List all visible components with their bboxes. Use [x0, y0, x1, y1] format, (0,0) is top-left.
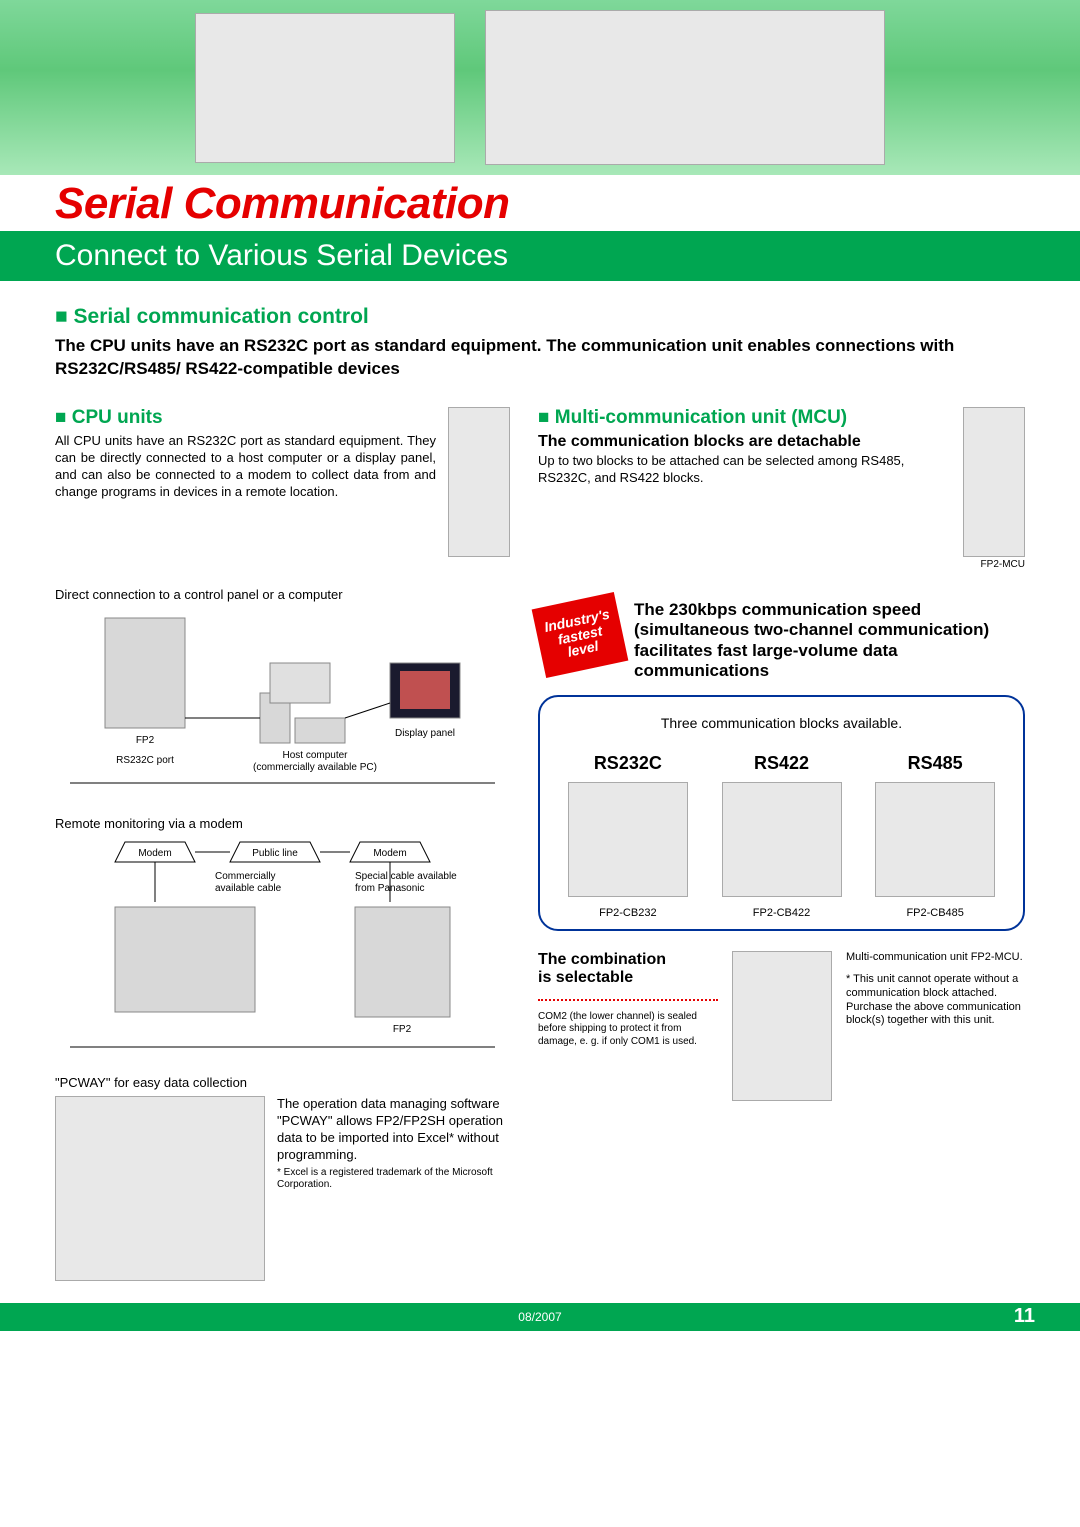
cpu-unit-image	[448, 407, 510, 557]
block-name: RS422	[708, 753, 856, 774]
diagram2-label: Remote monitoring via a modem	[55, 816, 510, 831]
svg-text:Public line: Public line	[252, 848, 298, 859]
block-image	[568, 782, 688, 897]
svg-text:Modem: Modem	[373, 848, 406, 859]
block-item: RS422 FP2-CB422	[708, 753, 856, 919]
hero-banner	[0, 0, 1080, 175]
diagram-direct-connection: FP2 RS232C port Host computer (commercia…	[55, 608, 510, 798]
combination-right-2: * This unit cannot operate without a com…	[846, 973, 1025, 1028]
intro-text: The CPU units have an RS232C port as sta…	[55, 335, 1025, 381]
content-area: Serial communication control The CPU uni…	[0, 281, 1080, 1293]
combination-title-1: The combination	[538, 951, 718, 969]
svg-text:FP2: FP2	[393, 1024, 412, 1035]
cpu-body: All CPU units have an RS232C port as sta…	[55, 433, 436, 501]
svg-text:Modem: Modem	[138, 848, 171, 859]
svg-text:RS232C port: RS232C port	[116, 755, 174, 766]
svg-text:available cable: available cable	[215, 883, 282, 894]
block-item: RS485 FP2-CB485	[861, 753, 1009, 919]
hero-image-left	[195, 13, 455, 163]
combination-title-2: is selectable	[538, 969, 718, 987]
heading-mcu: Multi-communication unit (MCU)	[538, 407, 951, 429]
industry-fastest-badge: Industry's fastest level	[532, 592, 629, 678]
pcway-screenshot	[55, 1096, 265, 1281]
block-image	[722, 782, 842, 897]
footer-bar: 08/2007 11	[0, 1303, 1080, 1331]
block-name: RS485	[861, 753, 1009, 774]
mcu-image-caption: FP2-MCU	[963, 559, 1025, 570]
svg-text:Commercially: Commercially	[215, 871, 276, 882]
svg-text:(commercially available PC): (commercially available PC)	[253, 762, 377, 773]
svg-text:FP2: FP2	[136, 735, 155, 746]
left-column: CPU units All CPU units have an RS232C p…	[55, 407, 510, 1281]
right-column: Multi-communication unit (MCU) The commu…	[538, 407, 1025, 1281]
mcu-subtitle: The communication blocks are detachable	[538, 433, 951, 451]
mcu-body: Up to two blocks to be attached can be s…	[538, 453, 951, 487]
combination-row: The combination is selectable COM2 (the …	[538, 951, 1025, 1101]
hero-image-right	[485, 10, 885, 165]
page-title: Serial Communication	[0, 175, 1080, 229]
block-image	[875, 782, 995, 897]
pcway-footnote: * Excel is a registered trademark of the…	[277, 1167, 510, 1191]
communication-blocks-frame: Three communication blocks available. RS…	[538, 695, 1025, 931]
combination-right-1: Multi-communication unit FP2-MCU.	[846, 951, 1025, 965]
svg-text:Special cable available: Special cable available	[355, 871, 457, 882]
footer-page-number: 11	[1014, 1305, 1035, 1328]
diagram-remote-modem: Modem Public line Modem Commercially ava…	[55, 837, 510, 1057]
footer-date: 08/2007	[518, 1310, 561, 1324]
block-name: RS232C	[554, 753, 702, 774]
speed-description: The 230kbps communication speed (simulta…	[634, 600, 1025, 682]
section-heading-serial: Serial communication control	[55, 305, 1025, 329]
mcu-unit-image	[963, 407, 1025, 557]
dotted-arrow	[538, 993, 718, 1001]
combination-image	[732, 951, 832, 1101]
heading-cpu-units: CPU units	[55, 407, 436, 429]
blocks-title: Three communication blocks available.	[554, 715, 1009, 731]
diagram1-label: Direct connection to a control panel or …	[55, 587, 510, 602]
block-code: FP2-CB232	[554, 907, 702, 919]
svg-text:Display panel: Display panel	[395, 728, 455, 739]
combination-note: COM2 (the lower channel) is sealed befor…	[538, 1011, 718, 1049]
block-item: RS232C FP2-CB232	[554, 753, 702, 919]
svg-text:Host computer: Host computer	[282, 750, 348, 761]
pcway-body: The operation data managing software "PC…	[277, 1096, 510, 1164]
pcway-label: "PCWAY" for easy data collection	[55, 1075, 510, 1090]
block-code: FP2-CB485	[861, 907, 1009, 919]
page-subtitle: Connect to Various Serial Devices	[0, 231, 1080, 281]
block-code: FP2-CB422	[708, 907, 856, 919]
